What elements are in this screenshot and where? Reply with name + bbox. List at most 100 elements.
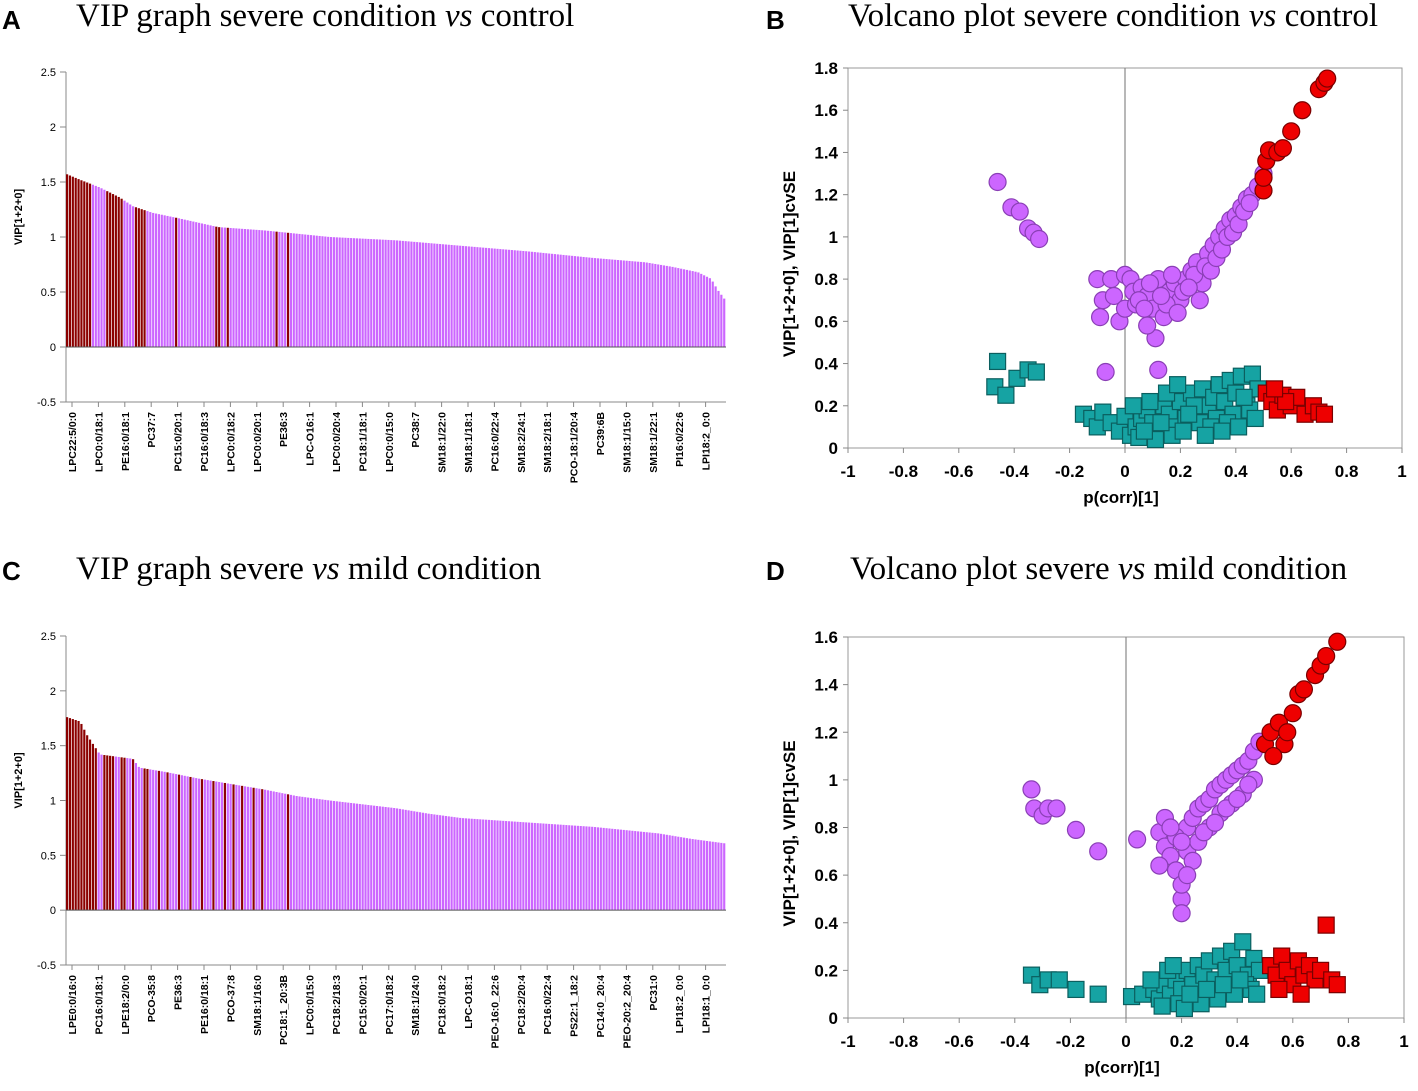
x-tick-label: -0.2 [1055, 462, 1084, 481]
vip-bar [195, 778, 198, 911]
vip-bar [717, 842, 720, 911]
vip-bar [459, 817, 462, 911]
vip-bar [605, 259, 608, 347]
vip-bar [307, 797, 310, 911]
panel-letter-a: A [2, 5, 21, 35]
vip-bar [367, 804, 370, 911]
vip-bar [129, 758, 132, 911]
x-tick-label: PC17:0/18:2 [384, 975, 396, 1035]
scatter-square-significant [1328, 976, 1346, 994]
vip-bar-significant [83, 729, 86, 911]
vip-bar [720, 842, 723, 911]
vip-bar [470, 246, 473, 347]
vip-bar-significant [175, 217, 178, 347]
x-tick-label: PCO-37:8 [225, 975, 237, 1022]
vip-bar-significant [71, 176, 74, 347]
x-tick-label: PC18:1_20:3B [278, 975, 290, 1045]
vip-bar [404, 241, 407, 347]
vip-bar [330, 800, 333, 911]
vip-bar [496, 820, 499, 911]
vip-bar [212, 226, 215, 347]
vip-bar-significant [66, 174, 69, 347]
x-tick-label: PC16:0/22:4 [489, 412, 501, 472]
vip-bar [97, 186, 100, 347]
vip-bar [284, 232, 287, 347]
vip-bar [350, 238, 353, 347]
vip-bar [548, 823, 551, 911]
vip-bar [390, 240, 393, 347]
vip-bar [594, 827, 597, 911]
vip-bar [705, 276, 709, 347]
vip-bar-significant [212, 781, 215, 911]
vip-bar [530, 251, 534, 347]
x-tick-label: PS22:1_18:2 [569, 975, 581, 1037]
vip-bar [450, 244, 453, 347]
vip-bar [381, 239, 384, 347]
vip-bar [117, 756, 120, 911]
vip-bar-significant [215, 226, 218, 347]
title-a-part2: control [472, 0, 575, 34]
vip-bar [651, 832, 654, 911]
vip-bar [312, 798, 315, 911]
x-tick-label: 0.8 [1337, 1032, 1361, 1051]
vip-bar [335, 801, 338, 911]
vip-bar [714, 286, 717, 347]
vip-bar [691, 271, 694, 347]
vip-bar [350, 802, 353, 911]
vip-bar [309, 235, 313, 347]
vip-bar [149, 769, 152, 911]
vip-bar [209, 780, 212, 911]
y-tick-label: 0 [50, 905, 56, 917]
x-tick-label: LPC22:5/0:0 [67, 412, 79, 472]
x-tick-label: PC39:6B [595, 412, 607, 456]
title-b-part1: Volcano plot severe condition [848, 0, 1249, 34]
vip-bar [373, 239, 376, 347]
vip-bar [680, 837, 683, 911]
vip-bar [694, 839, 697, 911]
vip-bar [272, 231, 275, 347]
vip-bar [496, 248, 499, 347]
scatter-square [1174, 422, 1192, 440]
vip-bar [462, 818, 465, 911]
vip-bar [568, 255, 571, 347]
vip-bar [711, 281, 714, 347]
vip-bar [304, 234, 307, 347]
vip-bar-significant [86, 182, 89, 347]
vip-bar [421, 812, 424, 911]
vip-bar [528, 822, 531, 911]
panel-letter-d: D [766, 556, 785, 586]
x-tick-label: PI16:0/22:6 [674, 412, 686, 467]
vip-bar-significant [77, 179, 80, 347]
vip-bar-significant [286, 794, 290, 911]
scatter-point [1239, 775, 1258, 794]
vip-bar [665, 834, 668, 911]
vip-bar [218, 782, 221, 911]
vip-bar [163, 771, 166, 911]
scatter-square [1027, 363, 1045, 381]
vip-bar [456, 817, 459, 911]
vip-bar [427, 813, 430, 911]
vip-bar [697, 839, 700, 911]
title-d-part2: mild condition [1145, 551, 1348, 587]
vip-bar [301, 796, 304, 911]
vip-bar [232, 228, 235, 347]
vip-bar [703, 840, 706, 911]
vip-bar [459, 245, 462, 347]
vip-bar [361, 238, 364, 347]
vip-bar [387, 807, 390, 911]
vip-bar [269, 231, 272, 347]
vip-bar [229, 227, 232, 347]
vip-bar [660, 833, 663, 911]
x-tick-label: SM18:1/22:0 [437, 412, 449, 473]
vip-bar [519, 821, 522, 911]
vip-bar [723, 843, 726, 911]
vip-bar [453, 245, 456, 347]
vip-bar [441, 815, 445, 911]
scatter-point [1047, 799, 1066, 818]
vip-bar [410, 241, 413, 347]
vip-bar [223, 227, 226, 347]
vip-bar [318, 799, 321, 911]
vip-bar-significant [132, 759, 135, 911]
vip-bar [324, 236, 327, 347]
